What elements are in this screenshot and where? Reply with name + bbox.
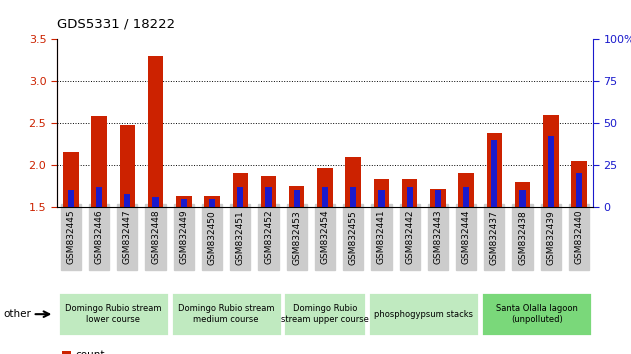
FancyBboxPatch shape [170, 292, 282, 336]
FancyBboxPatch shape [368, 292, 480, 336]
Bar [232, 173, 248, 207]
FancyBboxPatch shape [283, 292, 367, 336]
Bar [68, 190, 74, 207]
Bar [350, 187, 357, 207]
Bar [430, 189, 445, 207]
Bar [148, 56, 163, 207]
Bar [317, 167, 333, 207]
Bar [96, 187, 102, 207]
Bar [237, 187, 244, 207]
Bar [345, 158, 361, 207]
Bar [402, 178, 418, 207]
Text: other: other [3, 309, 31, 319]
Text: Domingo Rubio stream
lower course: Domingo Rubio stream lower course [65, 304, 162, 324]
Bar [120, 125, 135, 207]
Bar [153, 197, 159, 207]
Bar [487, 133, 502, 207]
Bar [519, 190, 526, 207]
Bar [180, 199, 187, 207]
Bar [266, 187, 271, 207]
Bar [204, 196, 220, 207]
Bar [576, 173, 582, 207]
Text: Santa Olalla lagoon
(unpolluted): Santa Olalla lagoon (unpolluted) [496, 304, 577, 324]
Bar [515, 182, 530, 207]
Bar [543, 115, 558, 207]
Bar [435, 190, 441, 207]
Bar [209, 199, 215, 207]
Bar [406, 187, 413, 207]
Bar [458, 173, 474, 207]
Bar [289, 186, 305, 207]
Text: phosphogypsum stacks: phosphogypsum stacks [374, 310, 473, 319]
Bar [379, 190, 384, 207]
Legend: count, percentile rank within the sample: count, percentile rank within the sample [62, 350, 251, 354]
FancyBboxPatch shape [57, 292, 169, 336]
Bar [124, 194, 131, 207]
Bar [492, 140, 497, 207]
FancyBboxPatch shape [481, 292, 593, 336]
Bar [63, 153, 79, 207]
Text: GDS5331 / 18222: GDS5331 / 18222 [57, 17, 175, 30]
Bar [261, 176, 276, 207]
Bar [91, 116, 107, 207]
Bar [322, 187, 328, 207]
Bar [548, 137, 554, 207]
Text: Domingo Rubio
stream upper course: Domingo Rubio stream upper course [281, 304, 369, 324]
Bar [176, 196, 192, 207]
Bar [571, 161, 587, 207]
Bar [293, 190, 300, 207]
Bar [374, 178, 389, 207]
Text: Domingo Rubio stream
medium course: Domingo Rubio stream medium course [178, 304, 274, 324]
Bar [463, 187, 469, 207]
